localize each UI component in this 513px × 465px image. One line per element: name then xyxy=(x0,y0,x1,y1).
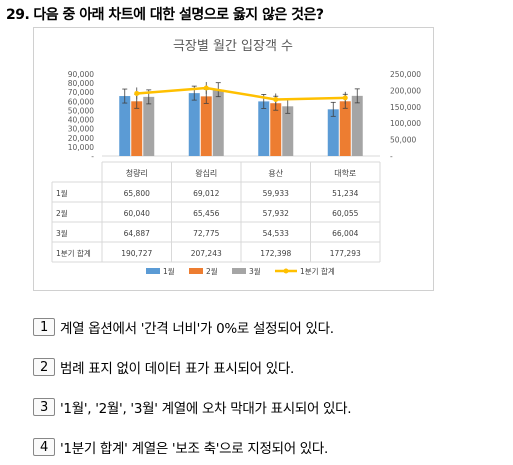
bar-3월-청량리 xyxy=(143,96,155,156)
data-table-cell: 54,533 xyxy=(263,229,289,238)
bar-1월-왕십리 xyxy=(188,93,200,156)
question-text: 다음 중 아래 차트에 대한 설명으로 옳지 않은 것은? xyxy=(33,7,324,23)
data-table-cell: 65,800 xyxy=(124,189,150,198)
choice-text-1: 계열 옵션에서 '간격 너비'가 0%로 설정되어 있다. xyxy=(60,321,334,337)
choice-number-3: 3 xyxy=(33,398,55,416)
data-table-cell: 59,933 xyxy=(263,189,289,198)
primary-axis-tick-label: 50,000 xyxy=(68,106,94,115)
data-table-cell: 66,004 xyxy=(332,229,358,238)
secondary-axis-tick-label: 100,000 xyxy=(390,119,421,128)
bar-2월-청량리 xyxy=(131,101,143,156)
choice-text-4: '1분기 합계' 계열은 '보조 축'으로 지정되어 있다. xyxy=(60,441,329,457)
data-table-cell: 177,293 xyxy=(330,249,361,258)
line-point xyxy=(134,90,140,96)
bar-2월-대학로 xyxy=(339,101,351,156)
category-label: 청량리 xyxy=(126,168,148,178)
data-table-row-label: 1분기 합계 xyxy=(56,248,91,258)
bar-3월-대학로 xyxy=(351,95,363,156)
data-table-cell: 172,398 xyxy=(260,249,291,258)
legend-swatch-2월 xyxy=(189,268,203,274)
primary-axis-tick-label: 10,000 xyxy=(68,143,94,152)
bar-3월-왕십리 xyxy=(212,89,224,156)
primary-axis-tick-label: 30,000 xyxy=(68,125,94,134)
data-table-cell: 207,243 xyxy=(191,249,222,258)
primary-axis-tick-label: 70,000 xyxy=(68,88,94,97)
primary-axis-tick-label: 90,000 xyxy=(68,70,94,79)
data-table-cell: 60,040 xyxy=(124,209,150,218)
data-table-cell: 190,727 xyxy=(121,249,152,258)
bar-3월-용산 xyxy=(282,106,294,156)
line-series-1분기 합계 xyxy=(136,86,346,101)
data-table-cell: 65,456 xyxy=(193,209,219,218)
data-table-cell: 64,887 xyxy=(124,229,150,238)
question-number: 29. xyxy=(6,7,30,23)
data-table-row-label: 2월 xyxy=(56,208,68,218)
chart: 극장별 월간 입장객 수 -10,000 20,000 30,000 40,000 50,… xyxy=(33,27,434,291)
legend-marker xyxy=(283,268,289,274)
data-table-row-label: 1월 xyxy=(56,188,68,198)
chart-title: 극장별 월간 입장객 수 xyxy=(173,39,293,54)
bar-2월-왕십리 xyxy=(200,96,212,156)
data-table-cell: 51,234 xyxy=(332,189,358,198)
chart-canvas: 극장별 월간 입장객 수-10,00020,00030,00040,00050,… xyxy=(51,39,421,276)
line-point xyxy=(273,96,279,102)
bar-1월-청량리 xyxy=(119,96,131,156)
line-point xyxy=(203,85,209,91)
legend-swatch-1월 xyxy=(146,268,160,274)
secondary-axis-tick-label: - xyxy=(390,152,393,161)
bar-1월-용산 xyxy=(258,101,270,156)
data-table-cell: 60,055 xyxy=(332,209,358,218)
choice-number-1: 1 xyxy=(33,318,55,336)
line-point xyxy=(342,95,348,101)
primary-axis-tick-label: 40,000 xyxy=(68,116,94,125)
choice-1[interactable]: 1 계열 옵션에서 '간격 너비'가 0%로 설정되어 있다. xyxy=(33,316,334,338)
legend-swatch-3월 xyxy=(232,268,246,274)
secondary-axis-tick-label: 50,000 xyxy=(390,136,416,145)
primary-axis-tick-label: 80,000 xyxy=(68,79,94,88)
secondary-axis-tick-label: 200,000 xyxy=(390,86,421,95)
question-header: 29. 다음 중 아래 차트에 대한 설명으로 옳지 않은 것은? xyxy=(6,4,324,24)
category-label: 용산 xyxy=(268,168,283,178)
data-table-cell: 69,012 xyxy=(193,189,219,198)
choice-number-4: 4 xyxy=(33,438,55,456)
legend-label: 2월 xyxy=(206,266,218,276)
data-table-cell: 57,932 xyxy=(263,209,289,218)
primary-axis-tick-label: - xyxy=(91,152,94,161)
primary-axis-tick-label: 60,000 xyxy=(68,97,94,106)
choice-2[interactable]: 2 범례 표지 없이 데이터 표가 표시되어 있다. xyxy=(33,356,294,378)
secondary-axis-tick-label: 150,000 xyxy=(390,103,421,112)
primary-axis-tick-label: 20,000 xyxy=(68,134,94,143)
legend-label: 1분기 합계 xyxy=(300,266,335,276)
choice-4[interactable]: 4 '1분기 합계' 계열은 '보조 축'으로 지정되어 있다. xyxy=(33,436,328,458)
secondary-axis-tick-label: 250,000 xyxy=(390,70,421,79)
data-table-row-label: 3월 xyxy=(56,228,68,238)
choice-3[interactable]: 3 '1월', '2월', '3월' 계열에 오차 막대가 표시되어 있다. xyxy=(33,396,352,418)
choice-text-2: 범례 표지 없이 데이터 표가 표시되어 있다. xyxy=(60,361,294,377)
choice-number-2: 2 xyxy=(33,358,55,376)
choice-text-3: '1월', '2월', '3월' 계열에 오차 막대가 표시되어 있다. xyxy=(60,401,352,417)
category-label: 대학로 xyxy=(334,168,356,178)
legend-label: 3월 xyxy=(249,266,261,276)
data-table-cell: 72,775 xyxy=(193,229,219,238)
category-label: 왕십리 xyxy=(195,169,217,178)
bar-1월-대학로 xyxy=(327,109,339,156)
legend-label: 1월 xyxy=(163,266,175,276)
bar-2월-용산 xyxy=(270,103,282,156)
